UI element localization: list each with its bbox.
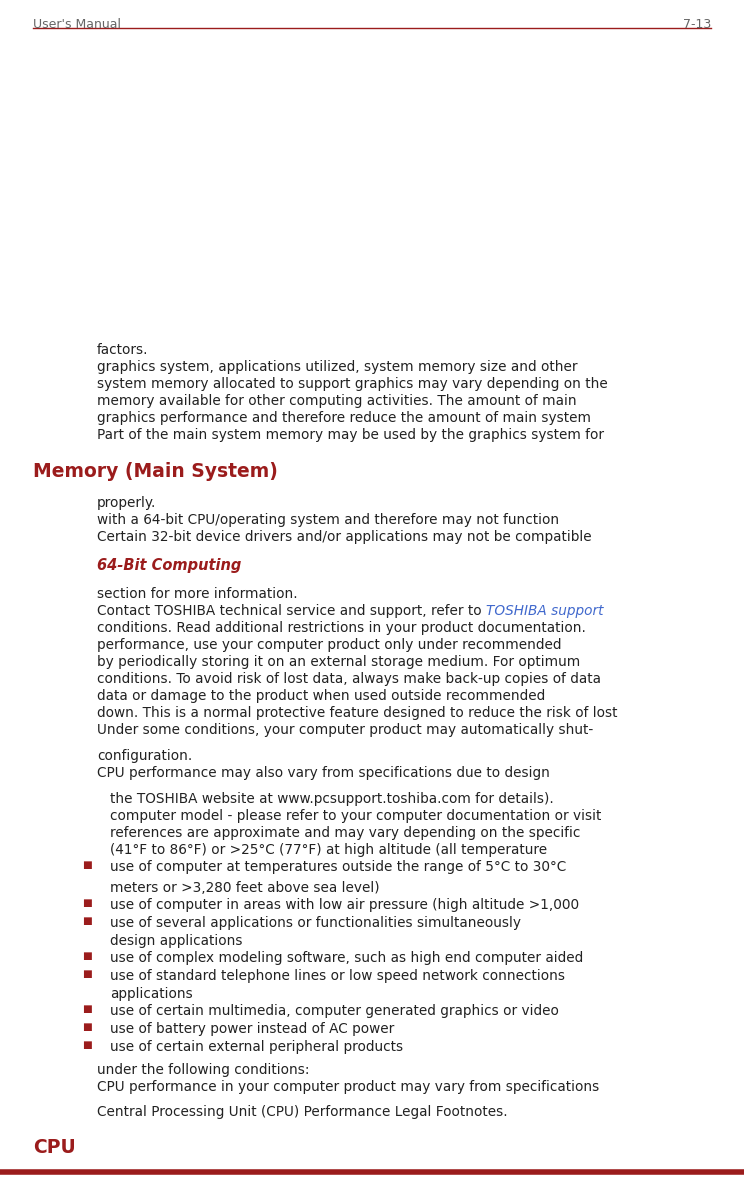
- Text: memory available for other computing activities. The amount of main: memory available for other computing act…: [97, 394, 577, 408]
- Text: use of several applications or functionalities simultaneously: use of several applications or functiona…: [110, 916, 521, 930]
- Text: under the following conditions:: under the following conditions:: [97, 1063, 310, 1076]
- Text: use of certain multimedia, computer generated graphics or video: use of certain multimedia, computer gene…: [110, 1005, 559, 1017]
- Text: ■: ■: [82, 1005, 92, 1014]
- Text: use of standard telephone lines or low speed network connections: use of standard telephone lines or low s…: [110, 969, 565, 983]
- Text: 64-Bit Computing: 64-Bit Computing: [97, 558, 241, 573]
- Text: Under some conditions, your computer product may automatically shut-: Under some conditions, your computer pro…: [97, 723, 593, 737]
- Text: TOSHIBA support: TOSHIBA support: [486, 604, 603, 618]
- Text: (41°F to 86°F) or >25°C (77°F) at high altitude (all temperature: (41°F to 86°F) or >25°C (77°F) at high a…: [110, 843, 547, 857]
- Text: use of battery power instead of AC power: use of battery power instead of AC power: [110, 1022, 394, 1036]
- Text: CPU: CPU: [33, 1138, 76, 1157]
- Text: system memory allocated to support graphics may vary depending on the: system memory allocated to support graph…: [97, 377, 608, 391]
- Text: ■: ■: [82, 859, 92, 870]
- Text: CPU performance may also vary from specifications due to design: CPU performance may also vary from speci…: [97, 766, 550, 780]
- Text: CPU performance in your computer product may vary from specifications: CPU performance in your computer product…: [97, 1080, 599, 1094]
- Text: User's Manual: User's Manual: [33, 18, 121, 31]
- Text: section for more information.: section for more information.: [97, 587, 298, 601]
- Text: performance, use your computer product only under recommended: performance, use your computer product o…: [97, 638, 562, 652]
- Text: design applications: design applications: [110, 934, 243, 948]
- Text: use of certain external peripheral products: use of certain external peripheral produ…: [110, 1040, 403, 1054]
- Text: Certain 32-bit device drivers and/or applications may not be compatible: Certain 32-bit device drivers and/or app…: [97, 531, 591, 544]
- Text: Part of the main system memory may be used by the graphics system for: Part of the main system memory may be us…: [97, 428, 604, 442]
- Text: Memory (Main System): Memory (Main System): [33, 462, 278, 481]
- Text: use of complex modeling software, such as high end computer aided: use of complex modeling software, such a…: [110, 951, 583, 964]
- Text: down. This is a normal protective feature designed to reduce the risk of lost: down. This is a normal protective featur…: [97, 706, 618, 720]
- Text: computer model - please refer to your computer documentation or visit: computer model - please refer to your co…: [110, 809, 601, 823]
- Text: conditions. Read additional restrictions in your product documentation.: conditions. Read additional restrictions…: [97, 621, 586, 635]
- Text: use of computer in areas with low air pressure (high altitude >1,000: use of computer in areas with low air pr…: [110, 898, 579, 913]
- Text: Contact TOSHIBA technical service and support, refer to: Contact TOSHIBA technical service and su…: [97, 604, 486, 618]
- Text: factors.: factors.: [97, 343, 149, 357]
- Text: with a 64-bit CPU/operating system and therefore may not function: with a 64-bit CPU/operating system and t…: [97, 513, 559, 527]
- Text: use of computer at temperatures outside the range of 5°C to 30°C: use of computer at temperatures outside …: [110, 859, 566, 874]
- Text: graphics system, applications utilized, system memory size and other: graphics system, applications utilized, …: [97, 360, 577, 374]
- Text: ■: ■: [82, 951, 92, 961]
- Text: ■: ■: [82, 1022, 92, 1032]
- Text: ■: ■: [82, 1040, 92, 1050]
- Text: by periodically storing it on an external storage medium. For optimum: by periodically storing it on an externa…: [97, 656, 580, 668]
- Text: conditions. To avoid risk of lost data, always make back-up copies of data: conditions. To avoid risk of lost data, …: [97, 672, 601, 686]
- Text: ■: ■: [82, 969, 92, 979]
- Text: meters or >3,280 feet above sea level): meters or >3,280 feet above sea level): [110, 881, 379, 895]
- Text: configuration.: configuration.: [97, 749, 192, 763]
- Text: ■: ■: [82, 898, 92, 908]
- Text: 7-13: 7-13: [683, 18, 711, 31]
- Text: data or damage to the product when used outside recommended: data or damage to the product when used …: [97, 689, 545, 703]
- Text: references are approximate and may vary depending on the specific: references are approximate and may vary …: [110, 826, 580, 839]
- Text: applications: applications: [110, 987, 193, 1001]
- Text: graphics performance and therefore reduce the amount of main system: graphics performance and therefore reduc…: [97, 411, 591, 424]
- Text: Central Processing Unit (CPU) Performance Legal Footnotes.: Central Processing Unit (CPU) Performanc…: [97, 1105, 507, 1119]
- Text: ■: ■: [82, 916, 92, 926]
- Text: properly.: properly.: [97, 496, 156, 511]
- Text: the TOSHIBA website at www.pcsupport.toshiba.com for details).: the TOSHIBA website at www.pcsupport.tos…: [110, 792, 554, 806]
